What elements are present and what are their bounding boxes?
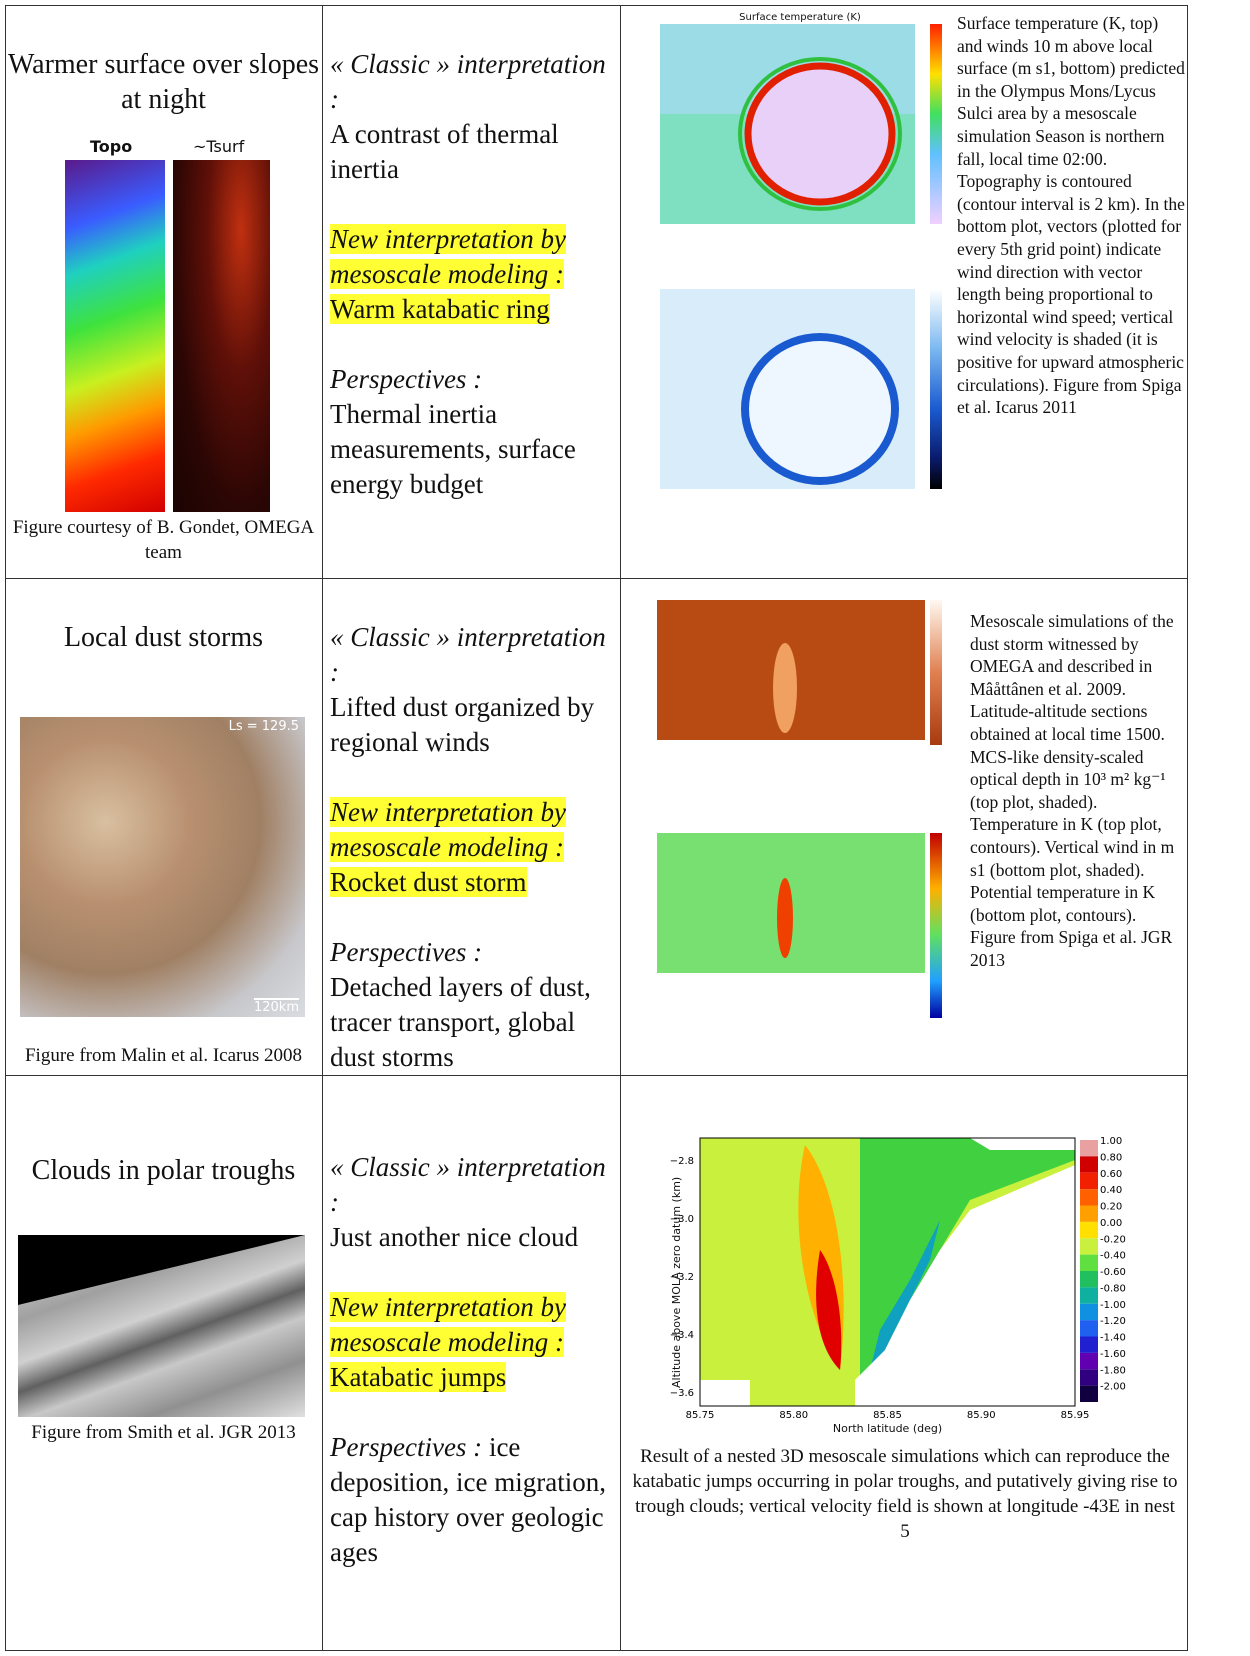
colorbar-swatch	[1080, 1255, 1098, 1271]
updraft	[777, 878, 793, 958]
colorbar-label: -0.40	[1100, 1251, 1126, 1262]
colorbar-label: -0.20	[1100, 1234, 1126, 1245]
colorbar-label: -1.80	[1100, 1365, 1126, 1376]
classic-text: A contrast of thermal inertia	[330, 119, 559, 184]
caption: Figure from Smith et al. JGR 2013	[5, 1420, 322, 1445]
colorbar	[930, 24, 942, 224]
crater	[748, 66, 892, 202]
tsurf-image	[173, 160, 270, 512]
colorbar-swatch	[1080, 1271, 1098, 1287]
x-tick-label: 85.95	[1061, 1410, 1090, 1421]
image-label: Ls = 129.5	[229, 719, 299, 734]
colorbar-swatch	[1080, 1386, 1098, 1402]
new-label: New interpretation by mesoscale modeling…	[330, 1292, 566, 1357]
new-text: Katabatic jumps	[330, 1362, 506, 1392]
table-border	[620, 5, 621, 1651]
page: { "rows": [ { "topic": "Warmer surface o…	[0, 0, 1250, 1656]
blank-region	[700, 1380, 750, 1406]
colorbar-label: 0.20	[1100, 1202, 1122, 1213]
table-border	[5, 5, 1188, 6]
crater	[745, 337, 895, 481]
new-text: Warm katabatic ring	[330, 294, 550, 324]
colorbar	[930, 600, 942, 745]
new-label: New interpretation by mesoscale modeling…	[330, 224, 566, 289]
image-label: ~Tsurf	[193, 137, 244, 156]
new-text: Rocket dust storm	[330, 867, 527, 897]
colorbar-label: -0.80	[1100, 1283, 1126, 1294]
topo-image	[65, 160, 165, 512]
colorbar-swatch	[1080, 1304, 1098, 1320]
classic-label: « Classic » interpretation :	[330, 1152, 606, 1217]
colorbar-swatch	[1080, 1287, 1098, 1303]
table-border	[5, 1650, 1188, 1651]
x-tick-label: 85.85	[873, 1410, 902, 1421]
perspectives-label: Perspectives :	[330, 364, 482, 394]
figure	[640, 24, 950, 544]
colorbar-label: -2.00	[1100, 1382, 1126, 1393]
classic-text: Just another nice cloud	[330, 1222, 578, 1252]
table-border	[5, 578, 1188, 579]
topic: Local dust storms	[5, 620, 322, 655]
colorbar-swatch	[1080, 1369, 1098, 1385]
colorbar-swatch	[1080, 1353, 1098, 1369]
colorbar-swatch	[1080, 1206, 1098, 1222]
colorbar-swatch	[1080, 1173, 1098, 1189]
x-tick-label: 85.90	[967, 1410, 996, 1421]
classic-text: Lifted dust organized by regional winds	[330, 692, 594, 757]
colorbar-swatch	[1080, 1337, 1098, 1353]
y-axis-label: Altitude above MOLA zero datum (km)	[670, 1147, 700, 1417]
colorbar-label: 0.80	[1100, 1152, 1122, 1163]
figure	[645, 598, 965, 1028]
colorbar-label: 1.00	[1100, 1136, 1122, 1147]
colorbar-label: -1.40	[1100, 1333, 1126, 1344]
page-body: Warmer surface over slopes at night Topo…	[0, 0, 1250, 1656]
perspectives-label: Perspectives :	[330, 1432, 482, 1462]
colorbar	[930, 289, 942, 489]
figure-text: Mesoscale simulations of the dust storm …	[970, 610, 1185, 972]
trough-image	[18, 1235, 305, 1417]
table-border	[322, 5, 323, 1651]
figure-text: Result of a nested 3D mesoscale simulati…	[630, 1444, 1180, 1544]
colorbar-swatch	[1080, 1189, 1098, 1205]
colorbar-label: -1.00	[1100, 1300, 1126, 1311]
plot-bg	[657, 740, 925, 748]
colorbar-label: 0.00	[1100, 1218, 1122, 1229]
table-border	[5, 5, 6, 1651]
caption: Figure courtesy of B. Gondet, OMEGA team	[5, 515, 322, 565]
caption: Figure from Malin et al. Icarus 2008	[5, 1043, 322, 1068]
classic-label: « Classic » interpretation :	[330, 622, 606, 687]
colorbar-label: -0.60	[1100, 1267, 1126, 1278]
colorbar-swatch	[1080, 1320, 1098, 1336]
perspectives-label: Perspectives :	[330, 937, 482, 967]
colorbar-swatch	[1080, 1222, 1098, 1238]
table-border	[1187, 5, 1188, 1651]
topic: Warmer surface over slopes at night	[5, 47, 322, 117]
topic: Clouds in polar troughs	[5, 1153, 322, 1188]
figure-text: Surface temperature (K, top) and winds 1…	[957, 12, 1185, 419]
colorbar	[930, 833, 942, 1018]
perspectives-text: Detached layers of dust, tracer transpor…	[330, 972, 591, 1072]
dust-storm-image: Ls = 129.5 120km	[20, 717, 305, 1017]
colorbar-swatch	[1080, 1140, 1098, 1156]
new-label: New interpretation by mesoscale modeling…	[330, 797, 566, 862]
colorbar-label: -1.60	[1100, 1349, 1126, 1360]
image-mask	[18, 1235, 305, 1305]
perspectives-text: Thermal inertia measurements, surface en…	[330, 399, 576, 499]
colorbar-swatch	[1080, 1156, 1098, 1172]
colorbar-label: 0.40	[1100, 1185, 1122, 1196]
x-tick-label: 85.80	[779, 1410, 808, 1421]
colorbar-label: 0.60	[1100, 1169, 1122, 1180]
interpretation-cell: « Classic » interpretation :A contrast o…	[330, 47, 615, 537]
interpretation-cell: « Classic » interpretation : Just another…	[330, 1150, 615, 1605]
image-label: 120km	[254, 998, 299, 1015]
dust-plume	[773, 643, 797, 733]
image-label: Topo	[90, 137, 132, 156]
classic-label: « Classic » interpretation :	[330, 49, 606, 114]
colorbar-label: -1.20	[1100, 1316, 1126, 1327]
interpretation-cell: « Classic » interpretation :Lifted dust …	[330, 620, 615, 1110]
figure-title: Surface temperature (K)	[680, 12, 920, 23]
x-axis-label: North latitude (deg)	[700, 1422, 1075, 1435]
colorbar-swatch	[1080, 1238, 1098, 1254]
